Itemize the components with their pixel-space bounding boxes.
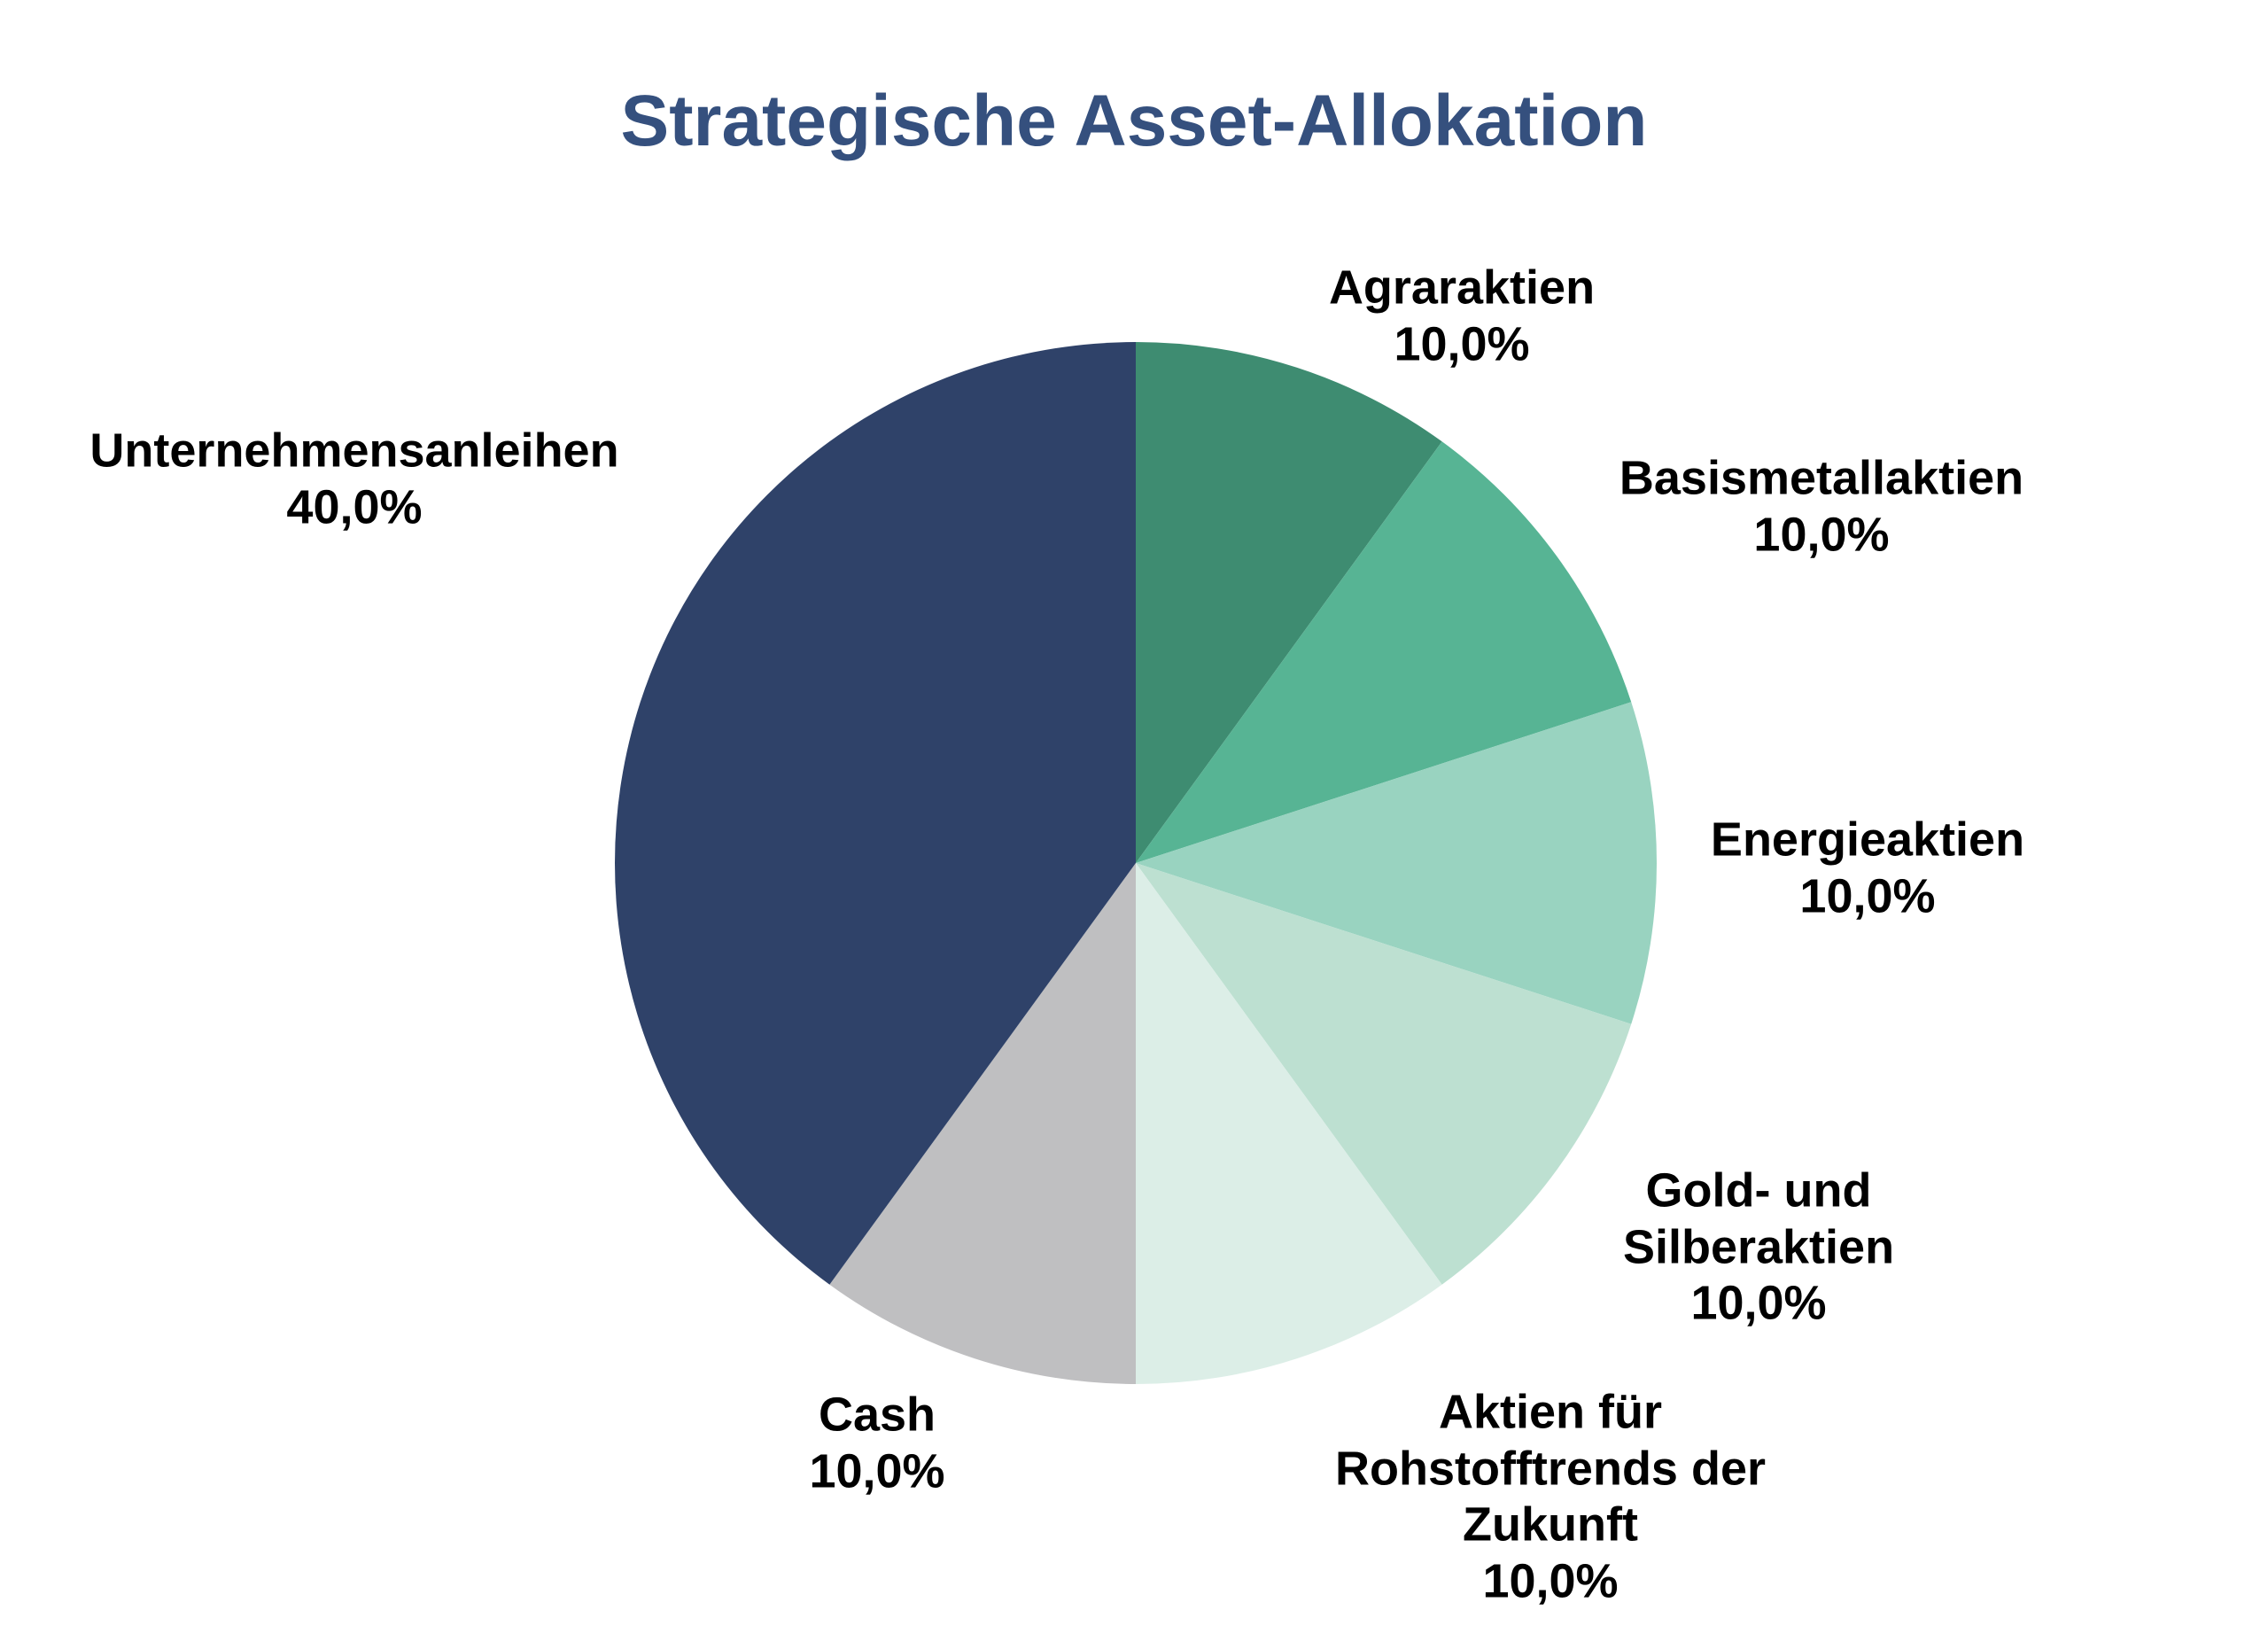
pie-slice-unternehmensanleihen (615, 342, 1136, 1285)
pie-slice-aktien-f-r-rohstofftrends-der-zukunft (1136, 863, 1442, 1384)
pie-slice-agraraktien (1136, 342, 1442, 863)
pie-slice-energieaktien (1136, 702, 1657, 1024)
pie-slice-cash (829, 863, 1136, 1384)
pie-slice-gold-und-silberaktien (1136, 863, 1632, 1285)
chart-title: Strategische Asset-Allokation (620, 81, 1648, 161)
pie-slice-basismetallaktien (1136, 441, 1632, 863)
